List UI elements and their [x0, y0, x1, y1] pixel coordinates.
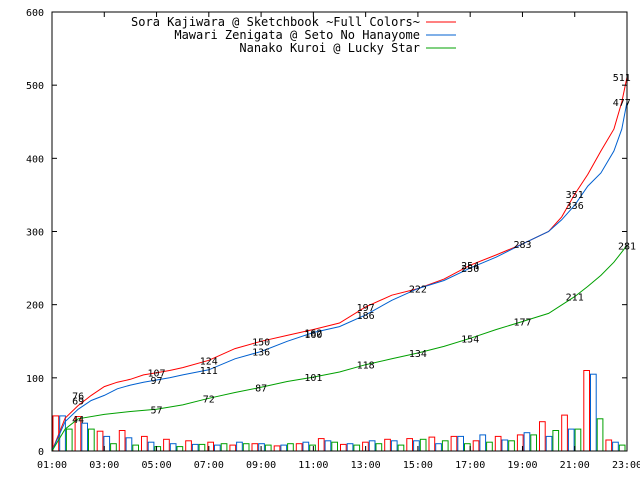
y-tick-label: 300: [26, 228, 44, 239]
x-tick-label: 01:00: [37, 460, 67, 471]
data-label: 250: [461, 264, 479, 275]
data-label: 351: [566, 190, 584, 201]
series-line-2: [51, 101, 628, 452]
data-label: 162: [304, 329, 322, 340]
y-tick-label: 0: [38, 447, 44, 458]
legend-label: Sora Kajiwara @ Sketchbook ~Full Colors~: [131, 15, 420, 29]
x-tick-label: 05:00: [141, 460, 171, 471]
data-label: 511: [613, 73, 631, 84]
legend-label: Nanako Kuroi @ Lucky Star: [239, 41, 420, 55]
x-tick-label: 23:00: [612, 460, 640, 471]
data-label: 44: [72, 415, 84, 426]
data-label: 69: [72, 397, 84, 408]
data-label: 186: [357, 311, 375, 322]
series-line-3: [51, 245, 628, 452]
data-label: 101: [304, 373, 322, 384]
x-tick-label: 07:00: [194, 460, 224, 471]
x-tick-label: 15:00: [403, 460, 433, 471]
data-label: 254: [461, 261, 479, 272]
data-label: 76: [72, 391, 84, 402]
data-label: 87: [255, 383, 267, 394]
x-tick-label: 13:00: [351, 460, 381, 471]
y-tick-label: 500: [26, 81, 44, 92]
x-tick-label: 03:00: [89, 460, 119, 471]
data-label: 283: [513, 240, 531, 251]
data-label: 136: [252, 348, 270, 359]
legend-label: Mawari Zenigata @ Seto No Hanayome: [174, 28, 420, 42]
x-tick-label: 19:00: [507, 460, 537, 471]
axes-layer: 0 100 200 300 400 500 600 01:00 03:00 05:00 07:00 0…: [26, 8, 640, 471]
data-label: 118: [357, 361, 375, 372]
data-label: 57: [150, 405, 162, 416]
legend: Sora Kajiwara @ Sketchbook ~Full Colors~…: [131, 15, 456, 55]
series-lines-layer: [51, 76, 628, 452]
data-label: 477: [613, 98, 631, 109]
y-tick-label: 200: [26, 301, 44, 312]
x-tick-label: 09:00: [246, 460, 276, 471]
data-label: 336: [566, 201, 584, 212]
data-label: 97: [150, 376, 162, 387]
data-label: 72: [203, 394, 215, 405]
data-label: 111: [200, 366, 218, 377]
data-label: 107: [147, 369, 165, 380]
x-tick-label: 21:00: [560, 460, 590, 471]
data-label: 222: [409, 285, 427, 296]
x-tick-label: 17:00: [455, 460, 485, 471]
data-label: 177: [513, 318, 531, 329]
data-label: 160: [304, 330, 322, 341]
series-line-1: [51, 76, 628, 452]
data-label: 134: [409, 349, 427, 360]
data-label: 197: [357, 303, 375, 314]
y-tick-label: 100: [26, 374, 44, 385]
data-label: 211: [566, 293, 584, 304]
data-label: 154: [461, 334, 479, 345]
y-tick-label: 600: [26, 8, 44, 19]
data-label: 124: [200, 356, 218, 367]
y-tick-label: 400: [26, 154, 44, 165]
x-tick-label: 11:00: [298, 460, 328, 471]
point-labels-layer: 76 107 124 150 160 197 222 254 283 351 477 511 69 97 1…: [72, 73, 636, 426]
data-label: 150: [252, 337, 270, 348]
